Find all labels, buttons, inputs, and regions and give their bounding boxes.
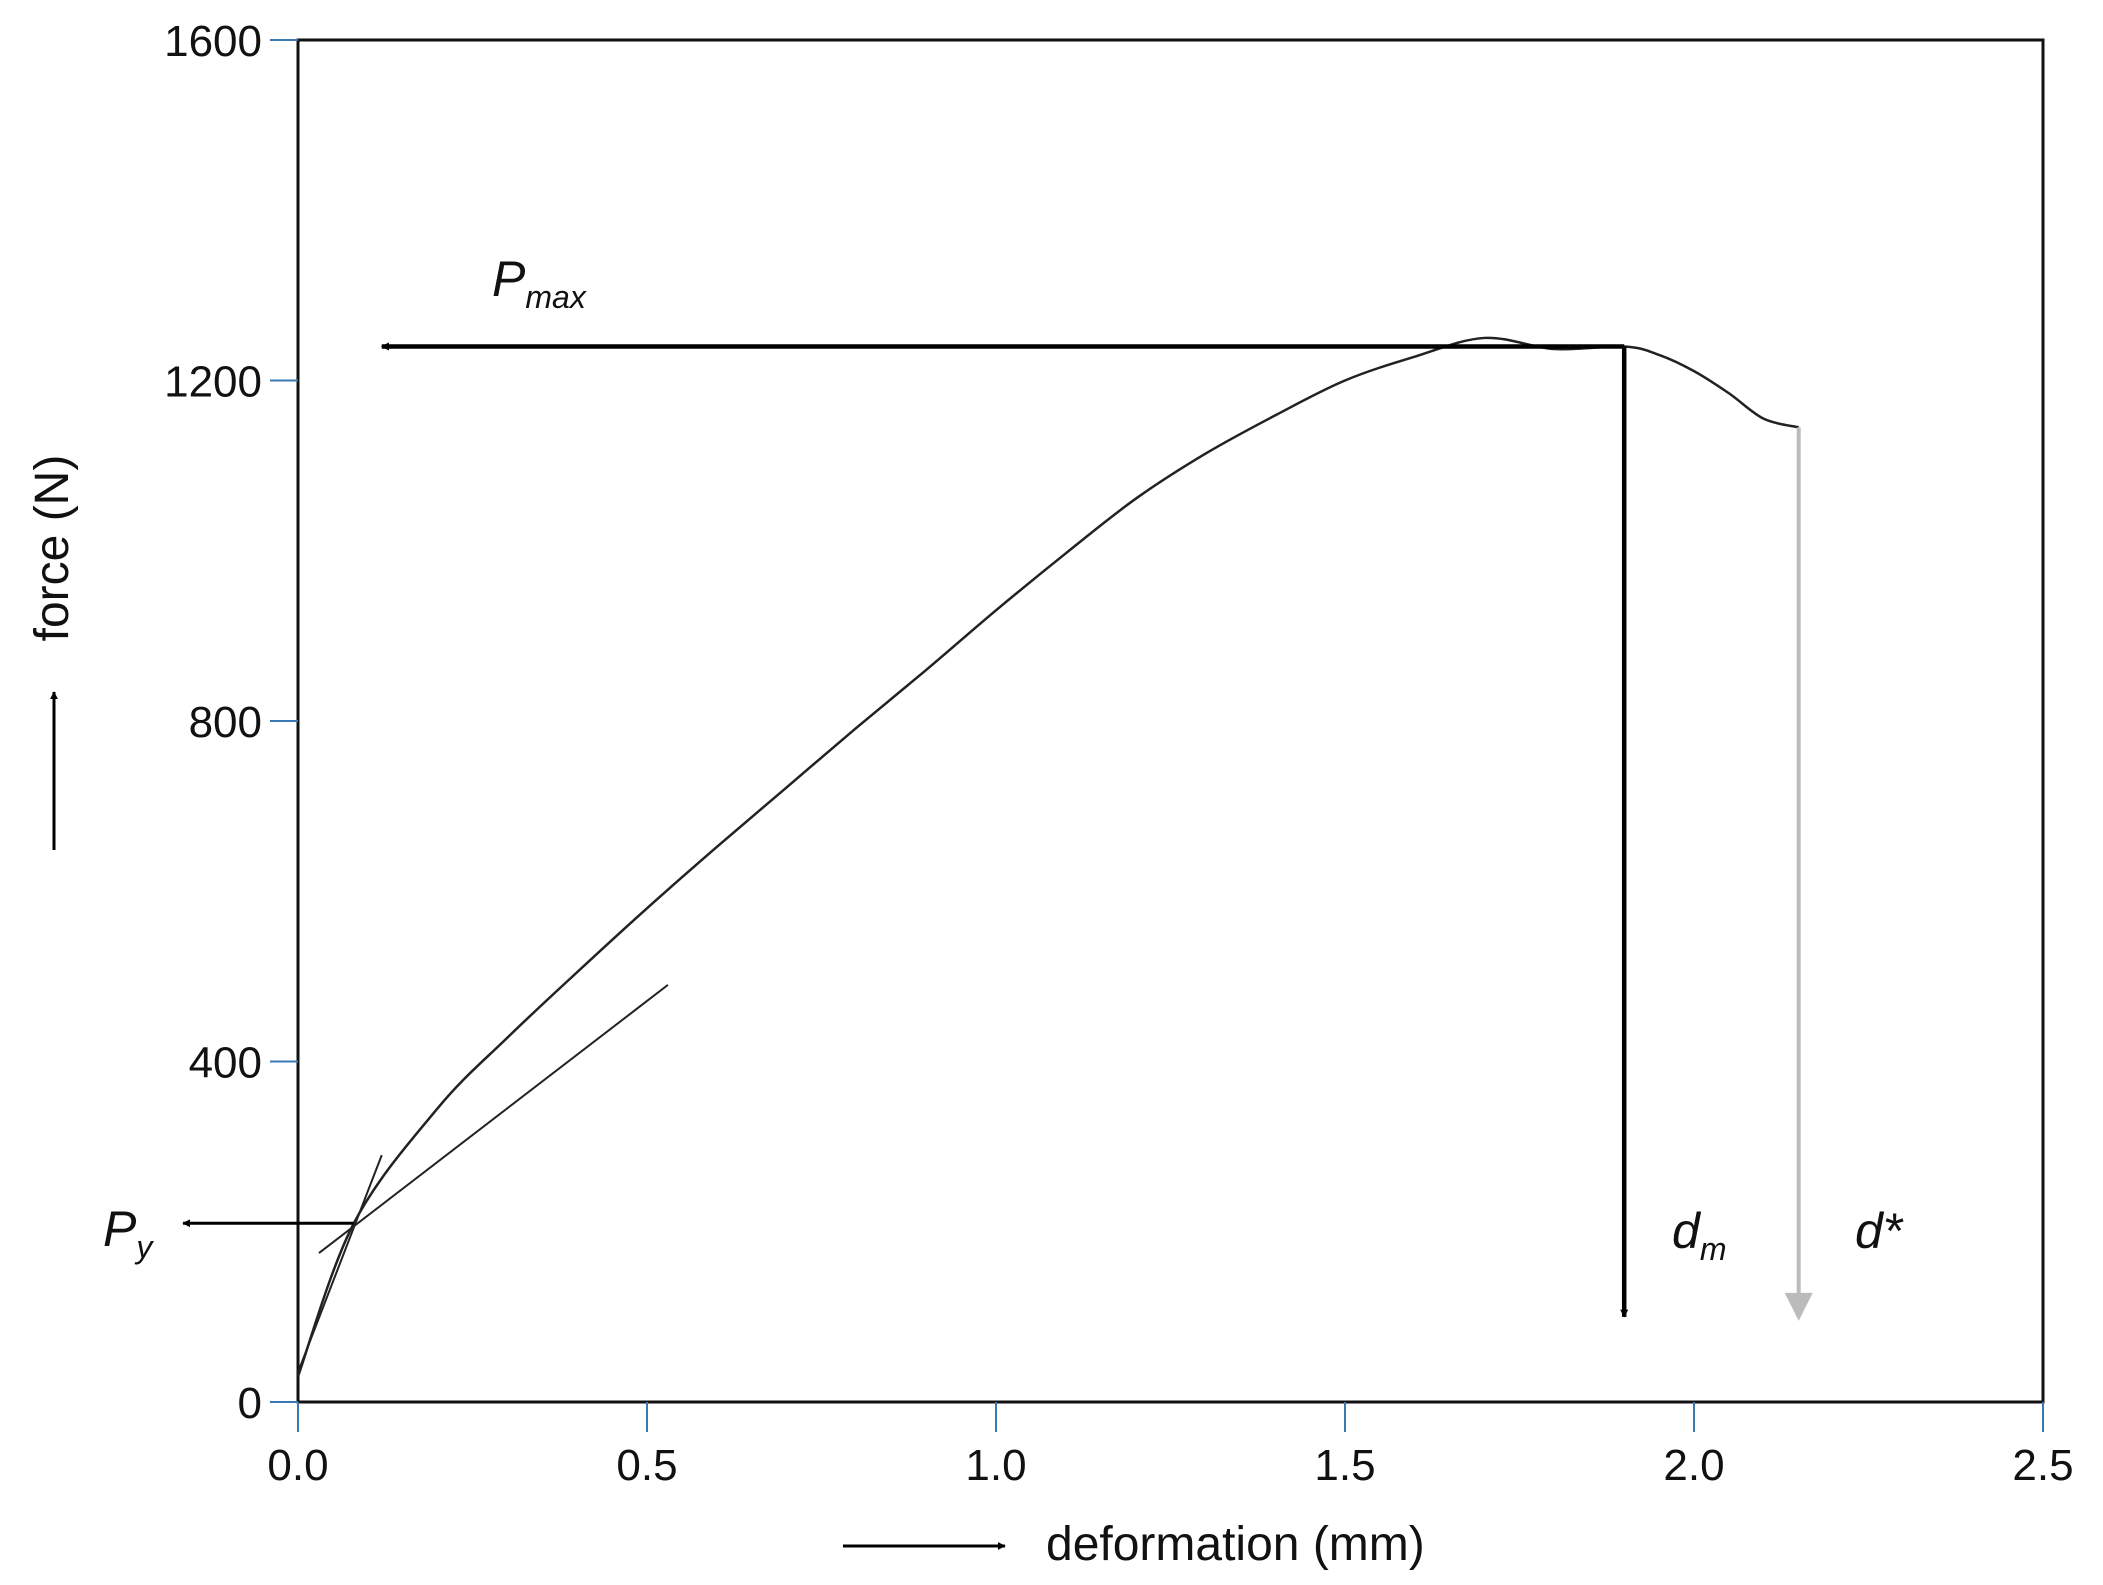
force-deformation-curve bbox=[296, 336, 1799, 1377]
dstar-label: d* bbox=[1855, 1203, 1904, 1259]
plot-frame bbox=[296, 38, 2045, 1404]
axis-titles: deformation (mm) force (N) bbox=[26, 455, 1425, 1571]
y-tick-label: 0 bbox=[238, 1379, 262, 1428]
x-tick-label: 0.0 bbox=[267, 1441, 328, 1490]
curve-group bbox=[296, 336, 1799, 1377]
y-tick-label: 800 bbox=[189, 698, 262, 747]
y-axis-title: force (N) bbox=[26, 455, 79, 642]
tangent-line-secant bbox=[318, 984, 669, 1254]
tangent-line-initial bbox=[297, 1154, 383, 1373]
x-tick-label: 2.5 bbox=[2012, 1441, 2073, 1490]
x-axis-title: deformation (mm) bbox=[1046, 1518, 1425, 1571]
x-tick-label: 2.0 bbox=[1663, 1441, 1724, 1490]
dstar-arrowhead bbox=[1784, 1292, 1813, 1321]
dm-label: dm bbox=[1672, 1203, 1726, 1267]
x-tick-label: 0.5 bbox=[616, 1441, 677, 1490]
y-tick-label: 1200 bbox=[164, 358, 262, 407]
annotations-group: Pmax Py dm d* bbox=[50, 251, 1904, 1550]
axis-ticks: 0.0 0.5 1.0 1.5 2.0 2.5 0 400 800 1200 1600 bbox=[164, 17, 2073, 1490]
py-label: Py bbox=[103, 1201, 154, 1265]
pmax-label: Pmax bbox=[492, 251, 587, 315]
plot-area bbox=[296, 38, 2045, 1404]
x-tick-label: 1.0 bbox=[965, 1441, 1026, 1490]
x-tick-label: 1.5 bbox=[1314, 1441, 1375, 1490]
y-tick-label: 1600 bbox=[164, 17, 262, 66]
y-tick-label: 400 bbox=[189, 1039, 262, 1088]
